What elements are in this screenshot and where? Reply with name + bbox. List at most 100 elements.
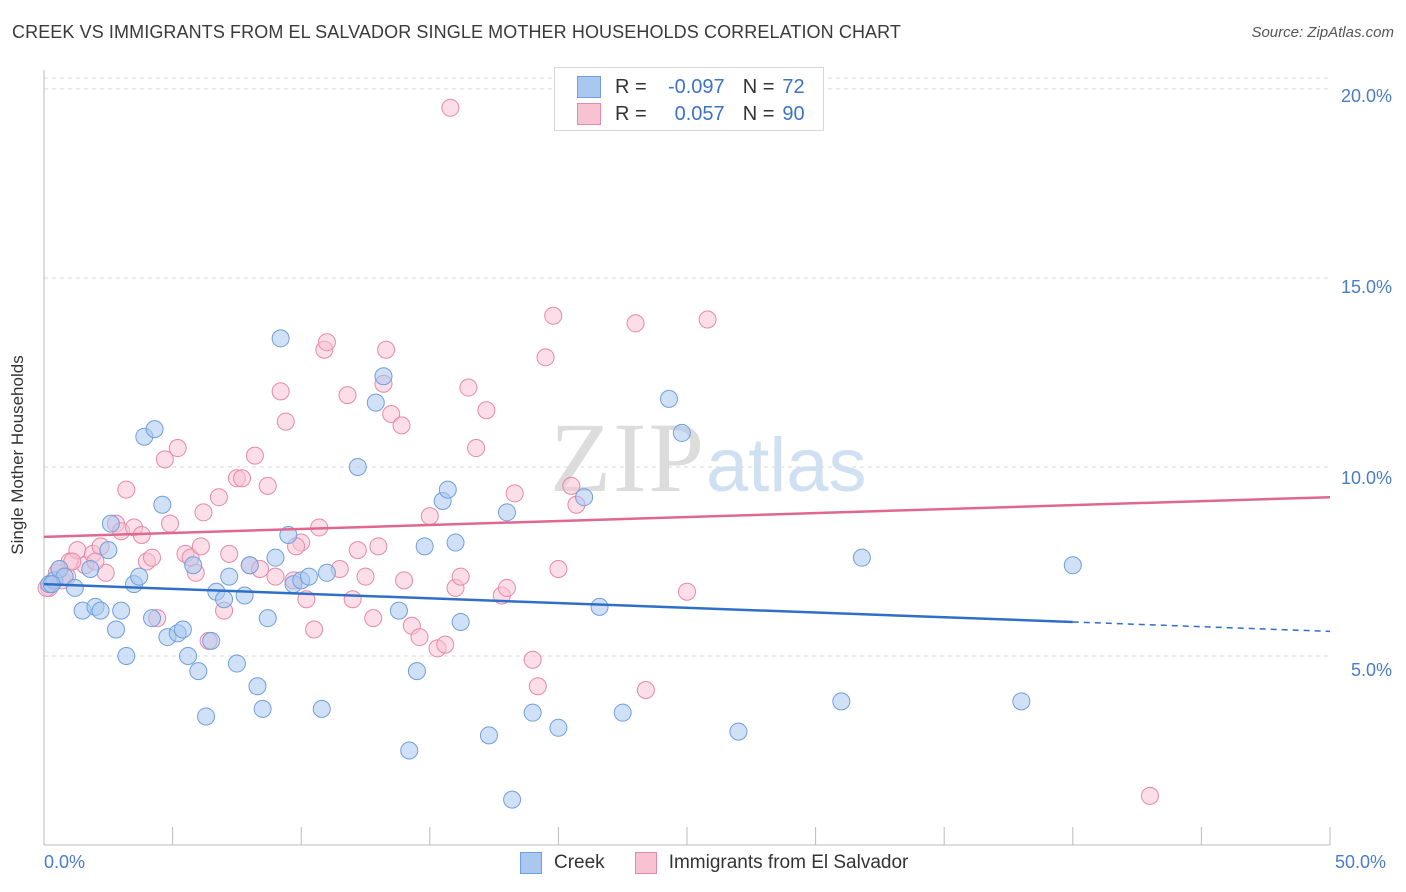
creek-point — [497, 503, 516, 522]
creek-point — [659, 389, 678, 408]
legend-label-el-salvador: Immigrants from El Salvador — [668, 852, 909, 873]
el-salvador-point — [258, 476, 277, 495]
el-salvador-point — [271, 382, 290, 401]
y-axis-label: Single Mother Households — [8, 355, 27, 555]
el-salvador-point — [441, 98, 460, 117]
watermark-atlas: atlas — [706, 423, 867, 508]
legend-swatch-creek — [577, 76, 601, 98]
el-salvador-point — [338, 386, 357, 405]
creek-point — [279, 526, 298, 544]
creek-point — [240, 556, 259, 575]
y-tick-label-20: 20.0% — [1340, 86, 1392, 106]
legend-swatch-el-salvador — [577, 103, 601, 125]
creek-point — [852, 548, 871, 567]
creek-point — [271, 329, 290, 348]
creek-point — [253, 699, 272, 718]
legend-label-creek: Creek — [554, 852, 605, 873]
creek-point — [348, 457, 367, 476]
creek-point — [438, 480, 457, 499]
legend-item-el-salvador: Immigrants from El Salvador — [634, 852, 909, 874]
el-salvador-point — [562, 476, 581, 495]
legend-r-label: R = — [615, 75, 647, 98]
legend-row-creek: R = -0.097 N = 72 — [577, 75, 805, 99]
creek-trendline — [43, 582, 1073, 624]
el-salvador-point — [678, 582, 696, 601]
creek-point — [112, 601, 131, 620]
y-tick-label-5: 5.0% — [1350, 660, 1392, 680]
el-salvador-point — [233, 469, 252, 488]
legend-n-value-creek: 72 — [782, 75, 805, 98]
el-salvador-point — [636, 681, 655, 699]
source-label: Source: ZipAtlas.com — [1251, 24, 1394, 41]
creek-point — [729, 722, 748, 741]
x-tick-label-min: 0.0% — [44, 852, 86, 872]
creek-point — [503, 790, 522, 809]
creek-point — [99, 541, 118, 560]
x-tick-label-max: 50.0% — [1335, 852, 1387, 872]
y-tick-label-15: 15.0% — [1340, 277, 1392, 297]
creek-point — [523, 703, 542, 722]
creek-point — [117, 646, 136, 665]
creek-point — [374, 367, 393, 386]
el-salvador-point — [505, 484, 524, 503]
creek-point — [130, 567, 149, 586]
el-salvador-point — [410, 628, 429, 647]
creek-point — [65, 578, 84, 597]
el-salvador-point — [528, 677, 547, 696]
creek-point — [832, 692, 851, 711]
creek-point — [407, 662, 426, 681]
creek-point — [179, 646, 198, 665]
creek-point — [202, 631, 221, 650]
el-salvador-point — [497, 578, 516, 597]
legend-n-value-el-salvador: 90 — [782, 102, 805, 125]
creek-point — [91, 601, 110, 620]
series-legend: Creek Immigrants from El Salvador — [520, 852, 938, 874]
el-salvador-point — [436, 635, 455, 654]
el-salvador-trendline — [43, 495, 1331, 539]
legend-row-el-salvador: R = 0.057 N = 90 — [577, 102, 805, 126]
legend-r-label: R = — [615, 102, 647, 125]
creek-point — [81, 560, 100, 579]
creek-point — [143, 609, 162, 628]
creek-point — [266, 548, 285, 567]
el-salvador-point — [626, 314, 645, 333]
el-salvador-point — [117, 480, 136, 499]
el-salvador-point — [459, 378, 478, 397]
el-salvador-point — [1140, 786, 1159, 805]
creek-point — [189, 662, 208, 681]
creek-point — [107, 620, 126, 639]
creek-trendline-extension — [1072, 621, 1331, 633]
creek-point — [575, 488, 594, 507]
el-salvador-point — [348, 541, 367, 560]
el-salvador-point — [343, 590, 362, 609]
creek-point — [215, 590, 234, 609]
legend-r-value-el-salvador: 0.057 — [674, 102, 725, 125]
el-salvador-point — [523, 650, 542, 669]
el-salvador-point — [549, 560, 568, 579]
el-salvador-point — [317, 333, 336, 352]
creek-point — [613, 703, 632, 722]
stats-legend: R = -0.097 N = 72 R = 0.057 N = 90 — [554, 67, 824, 131]
el-salvador-point — [168, 439, 187, 458]
el-salvador-point — [305, 620, 324, 639]
el-salvador-point — [420, 507, 439, 526]
el-salvador-point — [266, 567, 285, 586]
el-salvador-point — [194, 503, 213, 522]
el-salvador-point — [467, 439, 486, 458]
creek-point — [220, 567, 239, 586]
el-salvador-point — [220, 544, 239, 563]
creek-point — [451, 612, 470, 631]
el-salvador-point — [369, 537, 388, 556]
creek-point — [389, 601, 408, 620]
legend-n-label: N = — [742, 75, 775, 98]
legend-swatch-creek — [520, 852, 542, 874]
y-tick-label-10: 10.0% — [1340, 468, 1392, 488]
chart-title: CREEK VS IMMIGRANTS FROM EL SALVADOR SIN… — [12, 22, 902, 42]
creek-point — [415, 537, 434, 556]
creek-point — [145, 420, 164, 439]
creek-point — [153, 495, 172, 514]
el-salvador-point — [209, 488, 228, 507]
el-salvador-point — [364, 609, 383, 628]
el-salvador-point — [395, 571, 414, 590]
